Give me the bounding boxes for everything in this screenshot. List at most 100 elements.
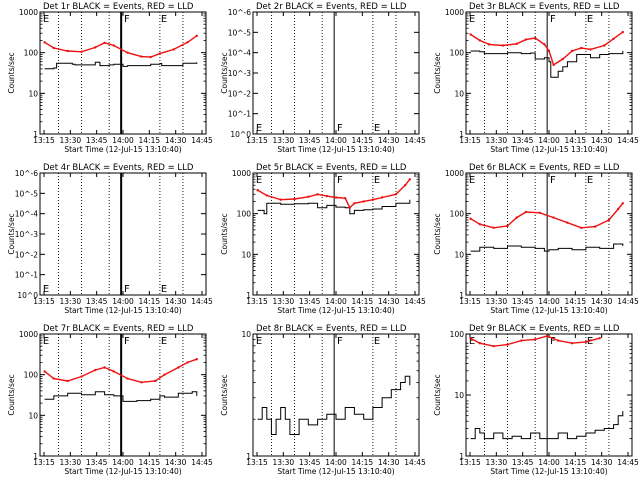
- panel-title: Det 6r BLACK = Events, RED = LLD: [469, 163, 620, 173]
- lld-point: [487, 43, 491, 46]
- x-tick-label: 14:00: [112, 136, 134, 145]
- x-tick-label: 13:30: [60, 458, 82, 467]
- y-axis-label: Counts/sec: [433, 52, 442, 93]
- y-axis-label: Counts/sec: [220, 374, 229, 415]
- y-tick-label: 10: [28, 89, 38, 98]
- x-tick-label: 13:15: [246, 136, 268, 145]
- lld-point: [598, 336, 601, 340]
- x-tick-label: 13:15: [246, 297, 268, 306]
- y-tick-label: 10^0: [17, 291, 38, 300]
- panel-title: Det 2r BLACK = Events, RED = LLD: [256, 2, 407, 12]
- lld-point: [524, 38, 528, 41]
- lld-point: [621, 30, 624, 34]
- marker-f: F: [124, 336, 130, 347]
- lld-point: [80, 50, 83, 54]
- marker-f: F: [337, 336, 343, 347]
- x-tick-label: 13:30: [486, 458, 508, 467]
- panel-7: Det 7r BLACK = Events, RED = LLD 13:15 13:…: [7, 324, 213, 476]
- lld-point: [256, 188, 259, 192]
- marker-f: F: [337, 175, 343, 186]
- y-tick-label: 1000: [445, 169, 464, 178]
- x-tick-label: 13:30: [273, 458, 295, 467]
- x-tick-label: 14:30: [165, 458, 187, 467]
- x-axis-label: Start Time (12-Jul-15 13:10:40): [490, 145, 607, 154]
- x-tick-label: 14:15: [139, 297, 161, 306]
- lld-point: [362, 200, 365, 203]
- y-tick-label: 1000: [19, 8, 38, 17]
- lld-point: [515, 42, 518, 46]
- lld-point: [43, 370, 46, 373]
- lld-point: [492, 226, 495, 229]
- x-tick-label: 14:45: [617, 458, 639, 467]
- lld-point: [316, 193, 319, 196]
- lld-point: [126, 377, 129, 380]
- lld-point: [353, 202, 356, 205]
- panel-title: Det 7r BLACK = Events, RED = LLD: [43, 324, 194, 334]
- marker-e: E: [43, 336, 49, 347]
- lld-point: [557, 339, 560, 342]
- plot-frame: [465, 172, 633, 296]
- plot-frame: [252, 172, 420, 296]
- x-axis-label: Start Time (12-Jul-15 13:10:40): [277, 306, 394, 315]
- lld-point: [52, 46, 56, 50]
- lld-point: [66, 379, 69, 383]
- y-tick-label: 10: [28, 411, 38, 420]
- lld-point: [469, 217, 472, 220]
- lld-point: [140, 55, 143, 58]
- x-tick-label: 14:15: [139, 458, 161, 467]
- lld-point: [584, 340, 588, 344]
- panel-title: Det 4r BLACK = Events, RED = LLD: [43, 163, 194, 173]
- marker-e: E: [161, 14, 167, 25]
- events-series-line: [470, 411, 624, 440]
- panel-6: Det 6r BLACK = Events, RED = LLD 13:15 13:…: [433, 163, 639, 315]
- panel-2: Det 2r BLACK = Events, RED = LLD 13:15 13:…: [220, 2, 426, 154]
- lld-point: [589, 48, 592, 51]
- panel-title: Det 1r BLACK = Events, RED = LLD: [43, 2, 194, 12]
- panel-title: Det 9r BLACK = Events, RED = LLD: [469, 324, 620, 334]
- y-tick-label: 100: [450, 330, 465, 339]
- lld-point: [543, 43, 546, 46]
- lld-point: [265, 194, 269, 197]
- y-tick-label: 100: [24, 49, 39, 58]
- panel-title: Det 3r BLACK = Events, RED = LLD: [469, 2, 620, 12]
- x-tick-label: 14:30: [591, 136, 613, 145]
- lld-point: [103, 366, 106, 369]
- x-tick-label: 13:30: [60, 136, 82, 145]
- x-tick-label: 14:15: [565, 458, 587, 467]
- lld-point: [112, 44, 115, 47]
- y-tick-label: 10^-4: [15, 210, 39, 219]
- marker-e: E: [161, 336, 167, 347]
- y-tick-label: 10^-3: [228, 69, 252, 78]
- lld-point: [163, 373, 166, 376]
- y-tick-label: 1000: [19, 330, 38, 339]
- x-tick-label: 14:30: [165, 297, 187, 306]
- y-tick-label: 1000: [445, 8, 464, 17]
- lld-point: [348, 206, 352, 209]
- y-tick-label: 100: [450, 49, 465, 58]
- lld-point: [570, 49, 574, 53]
- lld-point: [612, 37, 615, 40]
- y-tick-label: 1000: [232, 169, 251, 178]
- x-tick-label: 14:15: [565, 297, 587, 306]
- x-tick-label: 13:15: [459, 136, 481, 145]
- lld-point: [186, 41, 189, 44]
- x-tick-label: 13:45: [512, 458, 534, 467]
- lld-series-line: [470, 202, 624, 229]
- lld-point: [478, 39, 482, 42]
- lld-point: [94, 46, 97, 49]
- x-tick-label: 13:30: [486, 297, 508, 306]
- marker-e: E: [43, 284, 49, 295]
- events-series-line: [257, 375, 411, 435]
- lld-point: [66, 49, 69, 53]
- lld-point: [186, 361, 189, 364]
- y-axis-label: Counts/sec: [433, 213, 442, 254]
- x-tick-label: 14:45: [404, 458, 426, 467]
- y-tick-label: 10^-3: [15, 230, 39, 239]
- x-tick-label: 13:45: [86, 136, 108, 145]
- lld-point: [545, 334, 549, 338]
- lld-point: [506, 224, 509, 228]
- lld-point: [80, 375, 83, 378]
- x-tick-label: 14:15: [352, 136, 374, 145]
- x-tick-label: 14:45: [617, 136, 639, 145]
